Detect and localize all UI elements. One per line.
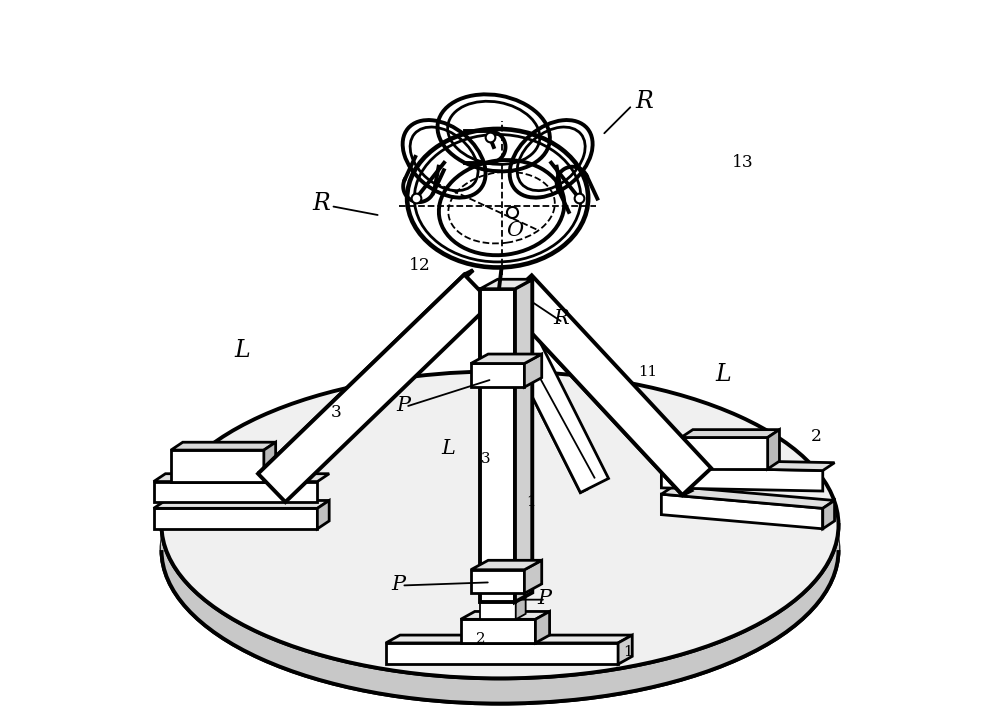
Text: 13: 13 (732, 155, 753, 172)
Polygon shape (484, 297, 587, 493)
Polygon shape (171, 442, 276, 450)
Polygon shape (661, 486, 835, 508)
Polygon shape (154, 481, 317, 502)
Text: P: P (391, 575, 405, 594)
Polygon shape (618, 635, 632, 664)
Text: 11: 11 (639, 366, 658, 379)
Text: 3: 3 (481, 452, 491, 466)
Polygon shape (471, 364, 524, 387)
Text: R: R (635, 89, 653, 113)
Polygon shape (171, 450, 264, 481)
Polygon shape (258, 275, 492, 502)
Polygon shape (503, 297, 691, 495)
Polygon shape (768, 430, 779, 469)
Polygon shape (524, 354, 542, 387)
Ellipse shape (162, 371, 838, 678)
Text: 2: 2 (476, 632, 486, 646)
Polygon shape (317, 500, 329, 529)
Polygon shape (471, 354, 542, 364)
Text: L: L (234, 340, 250, 362)
Polygon shape (480, 289, 515, 602)
Polygon shape (154, 500, 329, 508)
Text: R: R (313, 192, 330, 215)
Text: P: P (538, 589, 552, 608)
Polygon shape (480, 602, 516, 619)
Text: 3: 3 (330, 404, 341, 421)
Text: 1: 1 (526, 495, 535, 510)
Polygon shape (484, 286, 609, 493)
Polygon shape (823, 500, 835, 529)
Polygon shape (461, 611, 550, 619)
Polygon shape (386, 643, 618, 664)
Polygon shape (516, 597, 526, 619)
Text: L: L (715, 363, 731, 386)
Polygon shape (471, 570, 524, 593)
Polygon shape (661, 467, 823, 491)
Polygon shape (154, 474, 329, 481)
Text: 12: 12 (409, 257, 431, 274)
Polygon shape (535, 611, 550, 643)
Polygon shape (471, 561, 542, 570)
Text: 2: 2 (811, 427, 822, 445)
Polygon shape (681, 438, 768, 469)
Text: O: O (506, 221, 523, 240)
Polygon shape (162, 525, 838, 704)
Text: L: L (441, 439, 455, 458)
Polygon shape (681, 430, 779, 438)
Text: P: P (396, 395, 410, 414)
Polygon shape (386, 635, 632, 643)
Polygon shape (264, 442, 276, 481)
Polygon shape (258, 270, 473, 474)
Polygon shape (503, 276, 711, 495)
Ellipse shape (162, 396, 838, 704)
Polygon shape (661, 459, 835, 470)
Polygon shape (661, 494, 823, 529)
Polygon shape (480, 597, 526, 602)
Polygon shape (515, 279, 532, 602)
Polygon shape (480, 279, 532, 289)
Polygon shape (524, 561, 542, 593)
Text: R: R (554, 309, 569, 328)
Polygon shape (461, 619, 535, 643)
Text: 1: 1 (623, 645, 632, 659)
Polygon shape (154, 508, 317, 529)
